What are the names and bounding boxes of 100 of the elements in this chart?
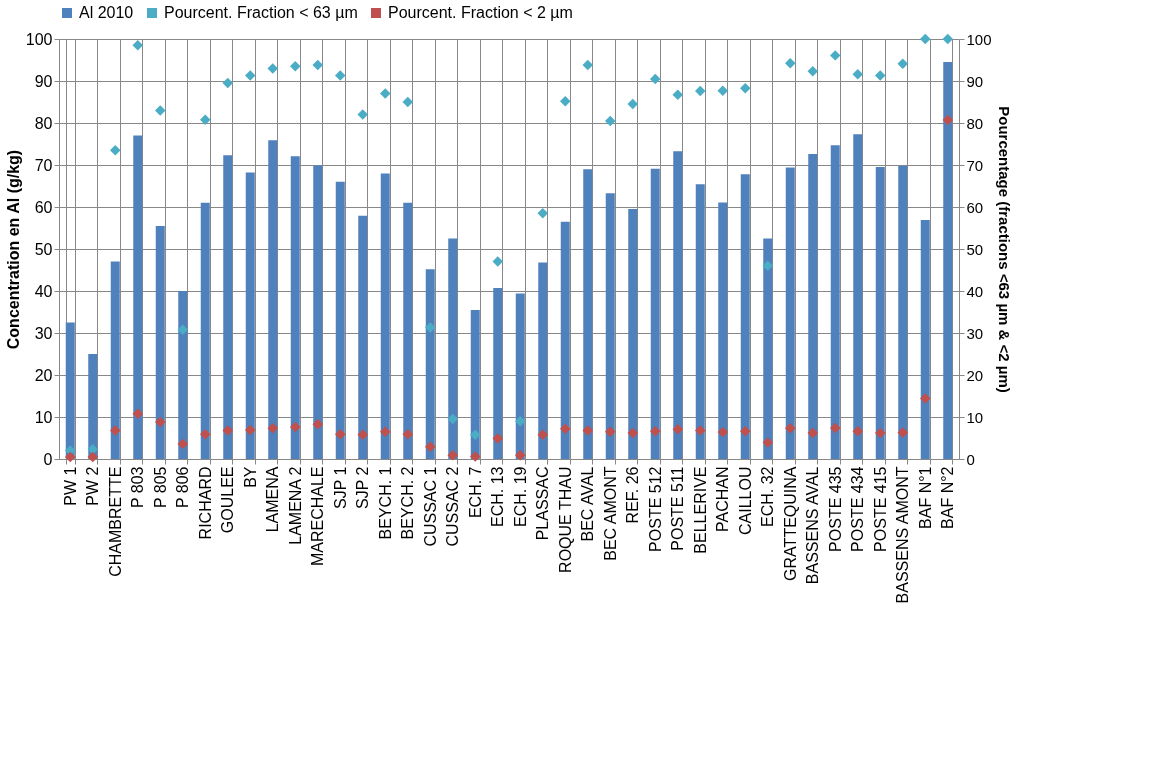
y2-tick-label: 100 [966, 30, 992, 48]
point [132, 408, 143, 419]
bar [470, 309, 480, 459]
point [920, 33, 931, 45]
point [290, 421, 301, 433]
bar [425, 269, 435, 459]
x-tick-label: BEYCH. 2 [399, 466, 417, 540]
bar [875, 167, 885, 459]
bar [380, 173, 390, 459]
point [447, 449, 458, 461]
point [200, 428, 211, 440]
point [312, 418, 323, 430]
point [87, 451, 98, 463]
point [695, 85, 706, 97]
point [335, 428, 346, 440]
point [942, 33, 953, 45]
x-tick-label: PLASSAC [534, 466, 552, 541]
y-tick-label: 0 [43, 450, 53, 468]
point [852, 69, 863, 80]
bar [853, 134, 863, 459]
point [942, 114, 953, 126]
bar [808, 154, 818, 459]
legend-label: Pourcent. Fraction < 63 µm [164, 4, 358, 21]
x-tick-label: BAF N°1 [916, 466, 934, 529]
x-tick-label: BEC AMONT [601, 466, 619, 561]
x-tick-label: LAMENA [264, 466, 282, 533]
bar [628, 209, 638, 459]
bar [155, 225, 165, 459]
bar [493, 288, 503, 459]
point [830, 422, 841, 434]
point [672, 423, 683, 435]
bar [920, 220, 930, 459]
x-tick-label: BELLERIVE [691, 466, 709, 554]
point [672, 89, 683, 101]
x-tick-label: CUSSAC 2 [444, 466, 462, 547]
point [785, 423, 796, 434]
y-tick-label: 70 [34, 156, 53, 174]
point [852, 426, 863, 437]
bar [403, 202, 413, 459]
bar [763, 238, 773, 459]
bar [200, 202, 210, 459]
point [245, 424, 256, 436]
point [560, 95, 571, 107]
bar [313, 165, 323, 459]
point [875, 70, 886, 81]
point [492, 256, 503, 267]
x-tick-label: PW 1 [61, 466, 79, 506]
x-tick-label: SJP 2 [354, 466, 372, 509]
x-tick-label: BY [241, 466, 259, 488]
point [402, 96, 413, 108]
x-tick-label: LAMENA 2 [286, 466, 304, 545]
point [380, 426, 391, 437]
y2-tick-label: 10 [966, 408, 984, 426]
y-tick-label: 100 [25, 30, 53, 48]
y-tick-label: 40 [34, 282, 53, 300]
x-tick-label: RICHARD [196, 466, 214, 540]
bar [358, 215, 368, 459]
y2-tick-label: 40 [966, 282, 984, 300]
bar [898, 165, 908, 459]
point [515, 449, 526, 461]
x-tick-label: ECH. 7 [466, 466, 484, 519]
point [875, 427, 886, 439]
legend-label: Pourcent. Fraction < 2 µm [388, 4, 573, 21]
point [110, 425, 121, 436]
point [470, 451, 481, 462]
point [222, 77, 233, 89]
y2-tick-label: 0 [966, 450, 975, 468]
x-tick-label: REF. 26 [624, 466, 642, 524]
x-tick-label: POSTE 511 [669, 466, 687, 551]
bar [695, 184, 705, 459]
point [470, 429, 481, 440]
point [582, 425, 593, 436]
point [762, 260, 773, 272]
point [897, 58, 908, 70]
bar [538, 262, 548, 459]
bar [133, 135, 143, 459]
x-tick-label: GOULEE [219, 466, 237, 534]
point [537, 208, 548, 219]
point [807, 427, 818, 439]
x-tick-label: P 805 [151, 466, 169, 509]
bar [268, 140, 278, 459]
point [267, 63, 278, 74]
bar [178, 291, 188, 459]
point [897, 427, 908, 438]
point [627, 427, 638, 439]
x-tick-label: ROQUE THAU [556, 466, 574, 573]
y2-tick-label: 90 [966, 72, 984, 90]
point [425, 322, 436, 333]
y-tick-label: 30 [34, 324, 53, 342]
x-tick-label: CHAMBRETTE [106, 466, 124, 577]
point [605, 115, 616, 127]
point [380, 88, 391, 99]
bar [943, 62, 953, 459]
bar [515, 293, 525, 459]
bar [785, 167, 795, 459]
point [335, 70, 346, 81]
bar [245, 172, 255, 459]
point [717, 85, 728, 96]
x-tick-label: PACHAN [714, 466, 732, 532]
point [740, 82, 751, 94]
